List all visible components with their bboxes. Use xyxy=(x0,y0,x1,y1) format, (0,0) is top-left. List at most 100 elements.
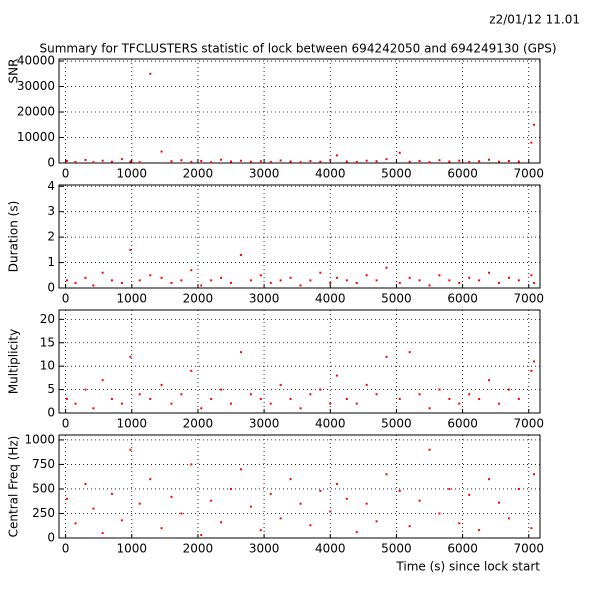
point xyxy=(149,274,152,277)
y-tick-label: 750 xyxy=(32,457,55,471)
point xyxy=(65,159,68,162)
point xyxy=(299,407,302,410)
point xyxy=(309,279,312,282)
y-tick-label: 5 xyxy=(47,382,55,396)
point xyxy=(220,158,223,161)
point xyxy=(110,492,113,495)
point xyxy=(329,510,332,513)
y-axis-title: Central Freq (Hz) xyxy=(7,436,21,538)
point xyxy=(210,499,213,502)
point xyxy=(180,159,183,162)
point xyxy=(533,123,536,126)
point xyxy=(190,463,193,466)
point xyxy=(210,161,213,164)
point xyxy=(329,402,332,405)
point xyxy=(438,274,441,277)
y-tick-label: 0 xyxy=(47,156,55,170)
y-tick-label: 4 xyxy=(47,179,55,193)
x-tick-label: 3000 xyxy=(249,542,280,556)
point xyxy=(319,388,322,391)
y-tick-label: 1 xyxy=(47,255,55,269)
point xyxy=(160,383,163,386)
point xyxy=(120,402,123,405)
y-tick-label: 15 xyxy=(40,335,55,349)
point xyxy=(468,276,471,279)
x-tick-label: 2000 xyxy=(183,417,214,431)
point xyxy=(84,158,87,161)
point xyxy=(149,72,152,75)
point xyxy=(468,493,471,496)
point xyxy=(448,487,451,490)
point xyxy=(530,369,533,372)
x-tick-label: 1000 xyxy=(117,292,148,306)
point xyxy=(488,478,491,481)
point xyxy=(92,284,95,287)
point xyxy=(120,519,123,522)
point xyxy=(239,468,242,471)
x-tick-label: 0 xyxy=(62,167,70,181)
point xyxy=(478,279,481,282)
y-tick-label: 1000 xyxy=(24,432,55,446)
point xyxy=(408,276,411,279)
point xyxy=(507,517,510,520)
point xyxy=(289,276,292,279)
point xyxy=(365,502,368,505)
y-tick-label: 0 xyxy=(47,281,55,295)
point xyxy=(408,160,411,163)
y-tick-label: 40000 xyxy=(17,54,55,68)
y-tick-label: 2 xyxy=(47,230,55,244)
point xyxy=(438,512,441,515)
point xyxy=(65,497,68,500)
y-tick-label: 0 xyxy=(47,406,55,420)
point xyxy=(398,397,401,400)
y-tick-label: 500 xyxy=(32,481,55,495)
y-tick-label: 20 xyxy=(40,312,55,326)
point xyxy=(458,281,461,284)
point xyxy=(408,351,411,354)
point xyxy=(507,276,510,279)
point xyxy=(329,158,332,161)
point xyxy=(533,473,536,476)
point xyxy=(74,522,77,525)
point xyxy=(138,161,141,164)
x-tick-label: 4000 xyxy=(315,292,346,306)
point xyxy=(345,279,348,282)
point xyxy=(530,274,533,277)
x-tick-label: 0 xyxy=(62,292,70,306)
date-stamp: z2/01/12 11.01 xyxy=(489,13,580,27)
point xyxy=(365,383,368,386)
point xyxy=(309,159,312,162)
point xyxy=(418,393,421,396)
point xyxy=(365,159,368,162)
x-tick-label: 5000 xyxy=(381,417,412,431)
point xyxy=(220,276,223,279)
x-tick-label: 7000 xyxy=(513,542,544,556)
plot-frame xyxy=(58,184,541,289)
point xyxy=(170,495,173,498)
point xyxy=(92,407,95,410)
x-tick-label: 7000 xyxy=(513,167,544,181)
point xyxy=(279,383,282,386)
point xyxy=(488,158,491,161)
point xyxy=(279,159,282,162)
y-tick-label: 10 xyxy=(40,359,55,373)
point xyxy=(418,279,421,282)
point xyxy=(101,271,104,274)
x-tick-label: 4000 xyxy=(315,542,346,556)
point xyxy=(345,397,348,400)
plot-frame xyxy=(58,58,541,164)
x-tick-label: 4000 xyxy=(315,417,346,431)
point xyxy=(84,388,87,391)
x-tick-label: 3000 xyxy=(249,417,280,431)
point xyxy=(507,388,510,391)
point xyxy=(129,160,132,163)
point xyxy=(355,402,358,405)
point xyxy=(74,402,77,405)
x-tick-label: 3000 xyxy=(249,292,280,306)
point xyxy=(458,159,461,162)
point xyxy=(74,160,77,163)
point xyxy=(418,499,421,502)
point xyxy=(101,379,104,382)
point xyxy=(138,502,141,505)
point xyxy=(329,281,332,284)
